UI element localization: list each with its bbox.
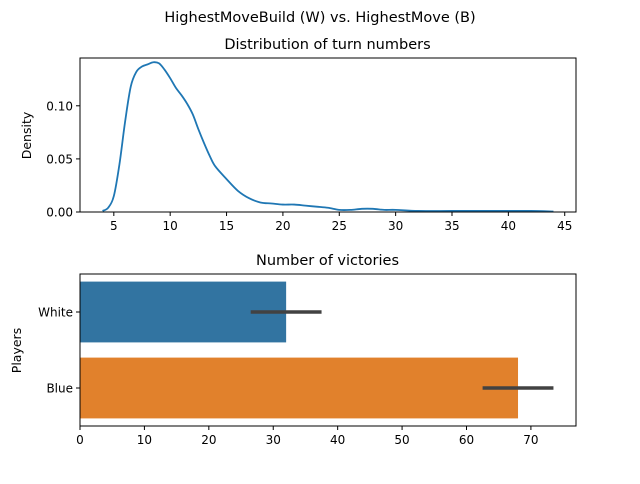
density-chart: Distribution of turn numbers Density 5 10…	[19, 37, 577, 233]
x-tick-label: 5	[110, 219, 118, 233]
y-tick-label: 0.05	[46, 152, 73, 166]
y-tick-label: 0.00	[46, 206, 73, 220]
category-label: Blue	[46, 382, 73, 396]
x-tick-label: 20	[201, 433, 216, 447]
victories-chart: Number of victories Players White Blue 0 10…	[9, 253, 577, 448]
density-chart-ylabel: Density	[19, 111, 34, 159]
victories-bars	[80, 281, 554, 419]
victories-chart-ticks: White Blue 0 10 20 30 40 50 60 70	[38, 306, 538, 448]
x-tick-label: 25	[332, 219, 347, 233]
y-tick-label: 0.10	[46, 99, 73, 113]
x-tick-label: 10	[163, 219, 178, 233]
x-tick-label: 30	[388, 219, 403, 233]
victories-chart-ylabel: Players	[9, 328, 24, 373]
x-tick-label: 45	[557, 219, 572, 233]
x-tick-label: 20	[275, 219, 290, 233]
x-tick-label: 35	[444, 219, 459, 233]
density-curve	[102, 61, 554, 213]
x-tick-label: 0	[76, 433, 84, 447]
x-tick-label: 15	[219, 219, 234, 233]
bar-blue	[80, 357, 519, 419]
victories-chart-frame	[79, 273, 577, 427]
x-tick-label: 40	[501, 219, 516, 233]
x-tick-label: 30	[266, 433, 281, 447]
density-chart-ticks: 5 10 15 20 25 30 35 40 45 0.00 0.05 0.10	[46, 99, 572, 233]
x-tick-label: 10	[137, 433, 152, 447]
x-tick-label: 50	[394, 433, 409, 447]
category-label: White	[38, 306, 73, 320]
x-tick-label: 40	[330, 433, 345, 447]
density-chart-title: Distribution of turn numbers	[224, 37, 430, 53]
density-chart-frame	[79, 57, 577, 213]
victories-chart-title: Number of victories	[256, 253, 399, 269]
x-tick-label: 70	[523, 433, 538, 447]
figure-suptitle: HighestMoveBuild (W) vs. HighestMove (B)	[164, 10, 475, 26]
x-tick-label: 60	[459, 433, 474, 447]
